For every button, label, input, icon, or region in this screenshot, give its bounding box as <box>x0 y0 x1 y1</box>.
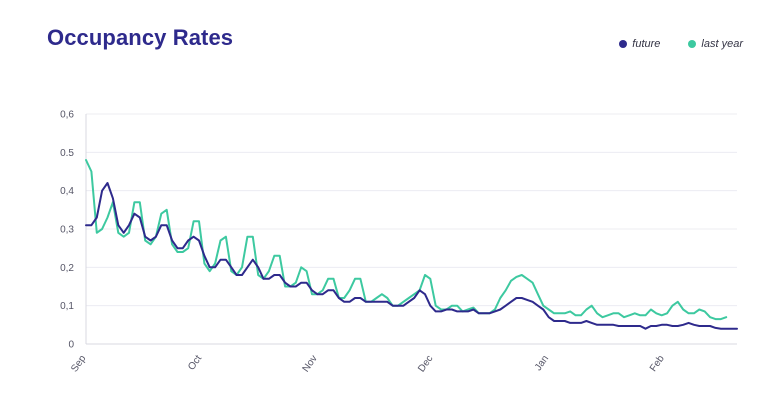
y-tick-label: 0.5 <box>60 148 74 159</box>
legend-item-last-year[interactable]: last year <box>688 38 743 50</box>
series-line-future <box>85 182 738 330</box>
x-tick-label: Oct <box>186 353 204 372</box>
y-tick-label: 0,6 <box>60 110 74 121</box>
x-tick-label: Dec <box>416 353 435 374</box>
legend-dot-last-year <box>688 40 697 48</box>
y-tick-label: 0,2 <box>60 263 74 274</box>
legend-item-future[interactable]: future <box>619 38 660 50</box>
x-tick-label: Sep <box>69 353 88 374</box>
x-tick-label: Feb <box>648 353 667 374</box>
y-tick-label: 0,3 <box>60 225 74 236</box>
series-line-last-year <box>85 159 728 321</box>
legend-label-future: future <box>632 38 661 50</box>
x-tick-label: Nov <box>301 353 320 374</box>
legend-label-last-year: last year <box>701 38 743 50</box>
legend: future last year <box>619 38 743 50</box>
legend-dot-future <box>619 40 628 48</box>
y-tick-label: 0,4 <box>60 186 74 197</box>
y-tick-label: 0,1 <box>60 301 74 312</box>
x-tick-label: Jan <box>533 353 551 373</box>
y-tick-label: 0 <box>68 340 74 351</box>
chart-title: Occupancy Rates <box>47 25 234 50</box>
